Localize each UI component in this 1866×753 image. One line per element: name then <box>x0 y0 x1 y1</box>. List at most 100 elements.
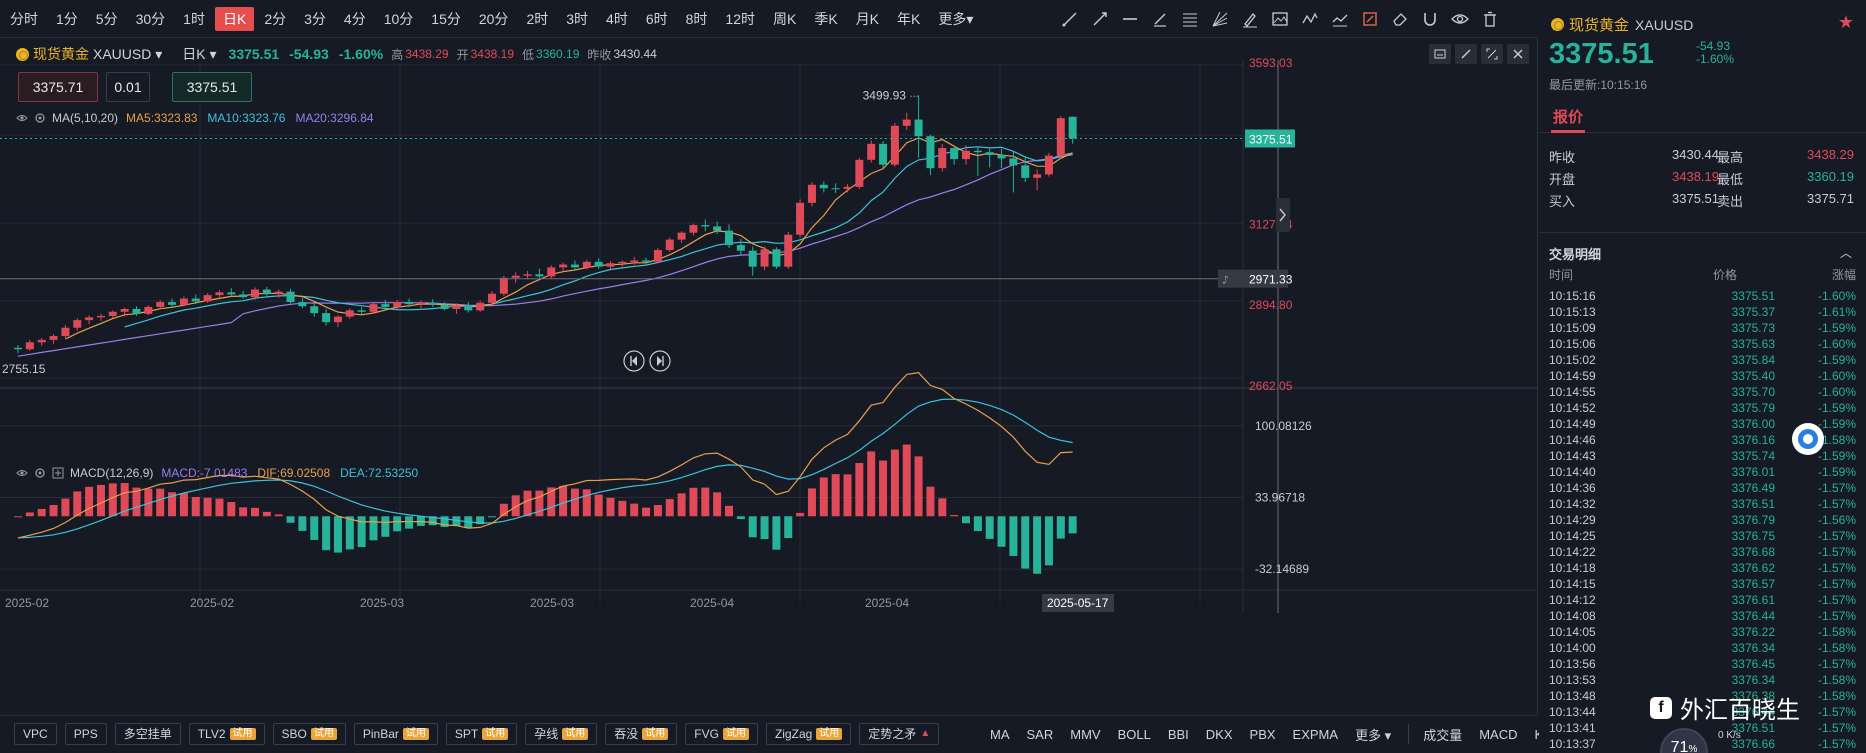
timeframe-tab[interactable]: 分时 <box>10 11 38 27</box>
timeframe-tab[interactable]: 12时 <box>725 11 755 27</box>
indicator-button[interactable]: VPC <box>14 723 57 745</box>
candle[interactable] <box>416 300 425 309</box>
candle[interactable] <box>594 258 603 269</box>
timeframe-tab[interactable]: 8时 <box>685 11 708 27</box>
candle[interactable] <box>251 287 259 300</box>
timeframe-tab[interactable]: 2分 <box>264 11 287 27</box>
candle[interactable] <box>1044 152 1053 177</box>
candle[interactable] <box>144 305 153 316</box>
polyline-icon[interactable] <box>1325 4 1355 34</box>
timeframe-tab[interactable]: 季K <box>814 11 838 27</box>
timeframe-tab[interactable]: 3分 <box>304 11 326 27</box>
candle[interactable] <box>618 260 627 267</box>
candle[interactable] <box>322 308 331 326</box>
candle[interactable] <box>452 303 461 314</box>
candle[interactable] <box>132 306 141 316</box>
candle[interactable] <box>559 262 568 273</box>
fan-icon[interactable] <box>1205 4 1235 34</box>
timeframe-tab[interactable]: 6时 <box>645 11 668 27</box>
favorite-star-icon[interactable]: ★ <box>1837 12 1854 32</box>
segment-icon[interactable] <box>1145 4 1175 34</box>
candle[interactable] <box>653 247 662 264</box>
candle[interactable] <box>547 265 556 279</box>
candle[interactable] <box>796 199 805 238</box>
timeframe-tab[interactable]: 月K <box>855 11 880 27</box>
candle[interactable] <box>61 324 70 339</box>
timeframe-tab[interactable]: 4时 <box>606 11 628 27</box>
candle[interactable] <box>713 221 722 235</box>
candle[interactable] <box>179 296 188 307</box>
eraser-icon[interactable] <box>1385 4 1415 34</box>
candle[interactable] <box>191 294 200 305</box>
chart-draw-icon[interactable] <box>1455 44 1477 64</box>
chart-area[interactable]: 3499.93 2755.15 3593.03 3127.54 2894.80 2662.… <box>0 38 1538 715</box>
candle[interactable] <box>630 256 639 265</box>
indicator-button[interactable]: 定势之矛 ▲ <box>859 723 940 745</box>
candle[interactable] <box>914 95 923 158</box>
eye-icon[interactable] <box>1445 4 1475 34</box>
candle[interactable] <box>855 157 864 189</box>
candle[interactable] <box>428 299 437 307</box>
candle[interactable] <box>215 290 224 298</box>
candle[interactable] <box>239 290 248 299</box>
ray-icon[interactable] <box>1085 4 1115 34</box>
main-indicator-toggle[interactable]: BBI <box>1167 726 1189 742</box>
wave-icon[interactable] <box>1295 4 1325 34</box>
candle[interactable] <box>570 260 579 271</box>
tab-quote[interactable]: 报价 <box>1553 109 1584 126</box>
timeframe-tab[interactable]: 15分 <box>431 11 461 27</box>
timeframe-tab[interactable]: 年K <box>897 11 921 27</box>
indicator-button[interactable]: SPT 试用 <box>445 723 518 745</box>
indicator-button[interactable]: PinBar 试用 <box>353 723 438 745</box>
timeframe-tab[interactable]: 1时 <box>183 11 205 27</box>
candle[interactable] <box>760 246 769 271</box>
candle[interactable] <box>310 303 319 317</box>
visibility-icon[interactable] <box>16 467 28 479</box>
candle[interactable] <box>642 257 651 264</box>
panel-toggle-button[interactable] <box>1276 198 1290 232</box>
sub-indicator-toggle[interactable]: 成交量 <box>1423 727 1463 743</box>
timeframe-tab[interactable]: 周K <box>773 11 797 27</box>
candle[interactable] <box>1009 150 1018 193</box>
candle[interactable] <box>14 345 22 354</box>
drawing-mode-icon[interactable] <box>1355 4 1385 34</box>
candle[interactable] <box>926 134 935 176</box>
candle[interactable] <box>274 289 283 298</box>
candle[interactable] <box>49 333 58 344</box>
candle[interactable] <box>879 141 888 169</box>
main-indicator-toggle[interactable]: BOLL <box>1117 726 1151 742</box>
main-indicator-toggle[interactable]: MMV <box>1070 726 1101 742</box>
candle[interactable] <box>665 237 674 253</box>
collapse-chevron-icon[interactable]: ︿ <box>1839 246 1852 260</box>
candle[interactable] <box>108 310 117 319</box>
candle[interactable] <box>1033 169 1042 191</box>
timeframe-tab[interactable]: 2时 <box>526 11 549 27</box>
buy-price-box[interactable]: 3375.51 <box>172 72 252 102</box>
candle[interactable] <box>772 247 781 269</box>
indicator-button[interactable]: ZigZag 试用 <box>765 723 852 745</box>
settings-icon[interactable] <box>34 112 46 124</box>
candle[interactable] <box>902 112 911 130</box>
chart-settings-icon[interactable] <box>1429 44 1451 64</box>
fibonacci-icon[interactable] <box>1175 4 1205 34</box>
visibility-icon[interactable] <box>16 112 28 124</box>
candle[interactable] <box>843 184 852 193</box>
brush-icon[interactable] <box>1235 4 1265 34</box>
candle[interactable] <box>535 268 544 280</box>
candle[interactable] <box>262 286 271 296</box>
candle[interactable] <box>677 231 686 244</box>
indicator-button[interactable]: SBO 试用 <box>272 723 346 745</box>
candle[interactable] <box>357 306 366 314</box>
floating-assistant-button[interactable] <box>1792 423 1824 455</box>
timeframe-tab[interactable]: 1分 <box>56 11 78 27</box>
candle[interactable] <box>938 143 947 172</box>
candle[interactable] <box>511 272 520 283</box>
timeframe-tab[interactable]: 5分 <box>95 11 118 27</box>
candle[interactable] <box>689 223 698 236</box>
candle[interactable] <box>227 288 236 297</box>
candle[interactable] <box>950 145 959 165</box>
candle[interactable] <box>120 307 129 317</box>
candle[interactable] <box>286 288 295 304</box>
kline-chart[interactable]: 3499.932755.153593.033127.542894.802662.… <box>0 38 1538 715</box>
candle[interactable] <box>476 300 485 312</box>
